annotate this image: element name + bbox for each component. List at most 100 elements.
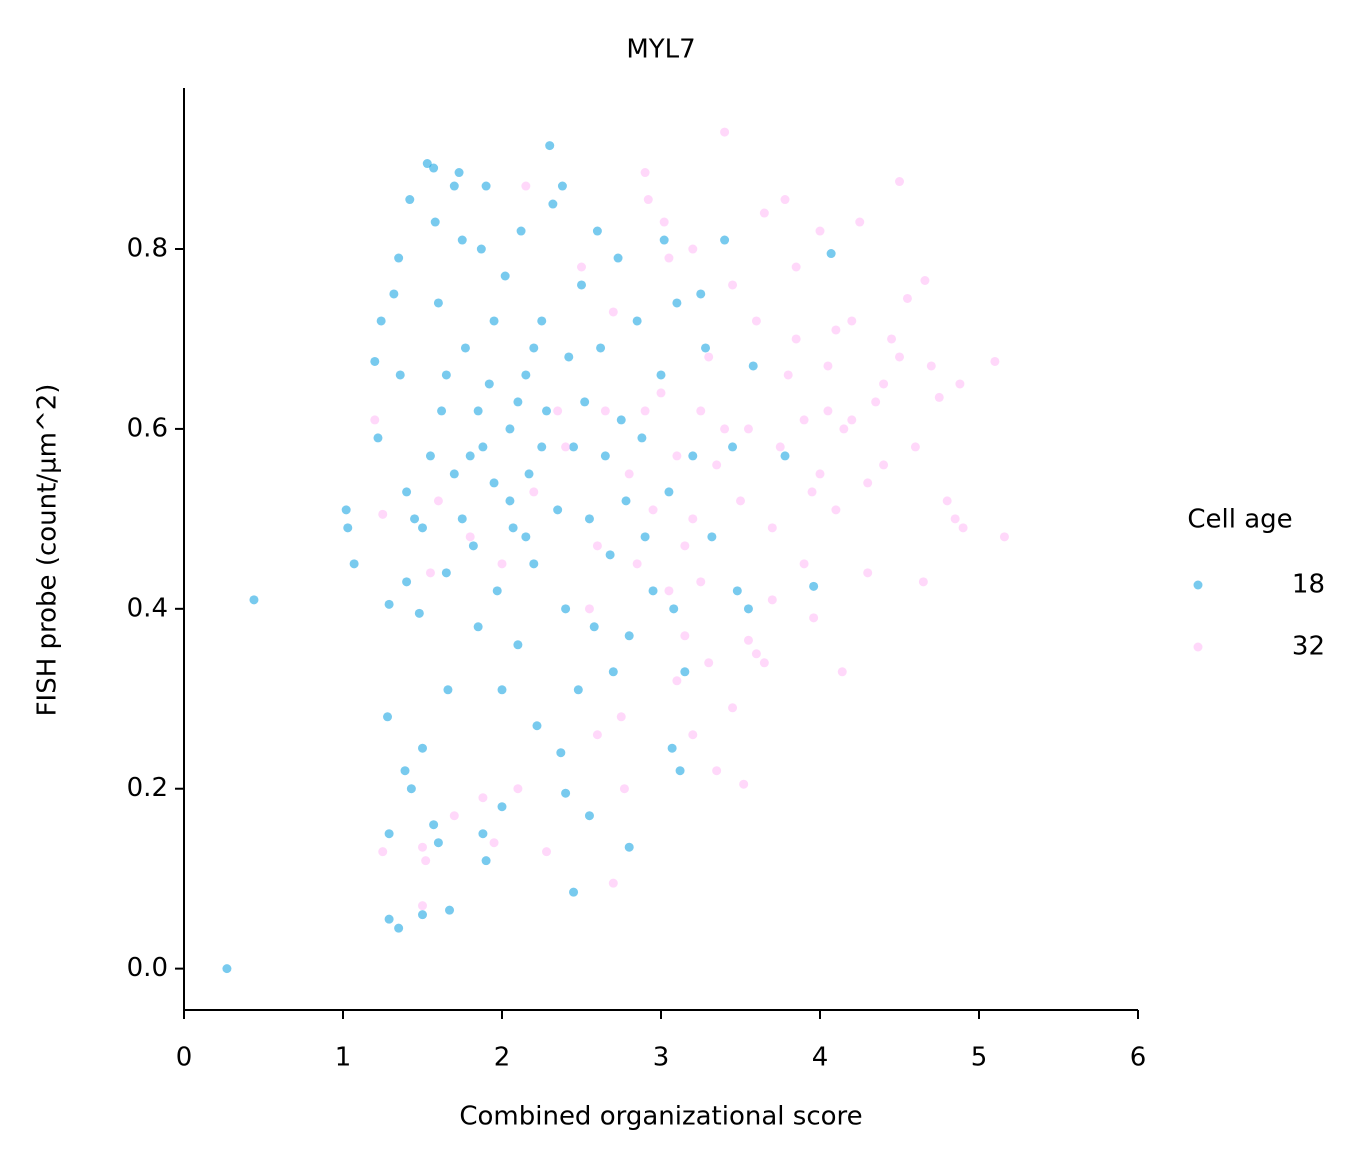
- point: [542, 847, 552, 857]
- point: [425, 451, 435, 461]
- point: [497, 685, 507, 695]
- point: [999, 532, 1009, 542]
- point: [775, 442, 785, 452]
- point: [704, 352, 714, 362]
- point: [736, 496, 745, 506]
- point: [532, 721, 542, 731]
- point: [521, 532, 531, 542]
- point: [378, 847, 388, 857]
- point: [728, 703, 738, 713]
- point: [478, 829, 488, 839]
- point: [600, 451, 610, 461]
- point: [468, 541, 478, 551]
- point: [605, 550, 615, 560]
- point: [521, 370, 531, 380]
- point: [863, 568, 873, 578]
- x-tick-label: 3: [653, 1043, 670, 1073]
- point: [406, 784, 416, 794]
- point: [728, 442, 738, 452]
- point: [373, 433, 383, 443]
- point: [632, 559, 642, 569]
- point: [410, 514, 420, 524]
- point: [561, 604, 571, 614]
- point: [799, 415, 809, 425]
- point: [524, 469, 534, 479]
- point: [783, 370, 793, 380]
- point: [664, 487, 674, 497]
- point: [659, 235, 669, 245]
- point: [341, 505, 351, 515]
- point: [759, 658, 769, 668]
- point: [879, 460, 889, 470]
- point: [640, 168, 650, 178]
- point: [918, 577, 928, 587]
- point: [529, 559, 539, 569]
- point: [624, 842, 634, 852]
- point: [449, 811, 459, 821]
- point: [672, 676, 682, 686]
- point: [643, 195, 653, 205]
- point: [378, 509, 388, 519]
- point: [384, 914, 394, 924]
- point: [608, 307, 618, 317]
- point: [720, 127, 730, 137]
- point: [222, 964, 232, 974]
- point: [624, 631, 634, 641]
- legend-label: 18: [1292, 570, 1325, 600]
- point: [529, 487, 539, 497]
- point: [508, 523, 518, 533]
- point: [492, 586, 502, 596]
- point: [497, 559, 507, 569]
- point: [418, 842, 427, 852]
- point: [370, 356, 380, 366]
- point: [433, 496, 443, 506]
- point: [688, 451, 698, 461]
- point: [557, 181, 567, 191]
- point: [696, 289, 706, 299]
- point: [418, 910, 427, 920]
- point: [728, 280, 738, 290]
- point: [465, 532, 475, 542]
- legend-marker: [1193, 580, 1203, 590]
- point: [707, 532, 717, 542]
- point: [910, 442, 920, 452]
- point: [712, 460, 722, 470]
- point: [887, 334, 897, 344]
- point: [596, 343, 606, 353]
- point: [592, 226, 602, 236]
- point: [430, 217, 440, 227]
- point: [573, 685, 583, 695]
- point: [680, 631, 690, 641]
- legend-marker: [1193, 642, 1203, 652]
- point: [500, 271, 510, 281]
- point: [592, 541, 602, 551]
- point: [454, 168, 464, 178]
- legend-label: 32: [1292, 632, 1325, 662]
- point: [863, 478, 873, 488]
- point: [621, 496, 631, 506]
- point: [489, 478, 499, 488]
- point: [553, 505, 563, 515]
- point: [871, 397, 881, 407]
- point: [847, 316, 857, 326]
- point: [561, 788, 571, 798]
- point: [394, 253, 404, 263]
- point: [402, 577, 412, 587]
- point: [548, 199, 558, 209]
- point: [445, 905, 455, 915]
- point: [815, 469, 825, 479]
- point: [465, 451, 475, 461]
- point: [457, 514, 467, 524]
- point: [659, 217, 669, 227]
- point: [489, 838, 499, 848]
- point: [637, 433, 647, 443]
- point: [696, 577, 706, 587]
- point: [648, 586, 658, 596]
- point: [675, 766, 685, 776]
- point: [920, 275, 930, 285]
- point: [443, 685, 453, 695]
- point: [831, 325, 841, 335]
- point: [619, 784, 629, 794]
- point: [640, 532, 650, 542]
